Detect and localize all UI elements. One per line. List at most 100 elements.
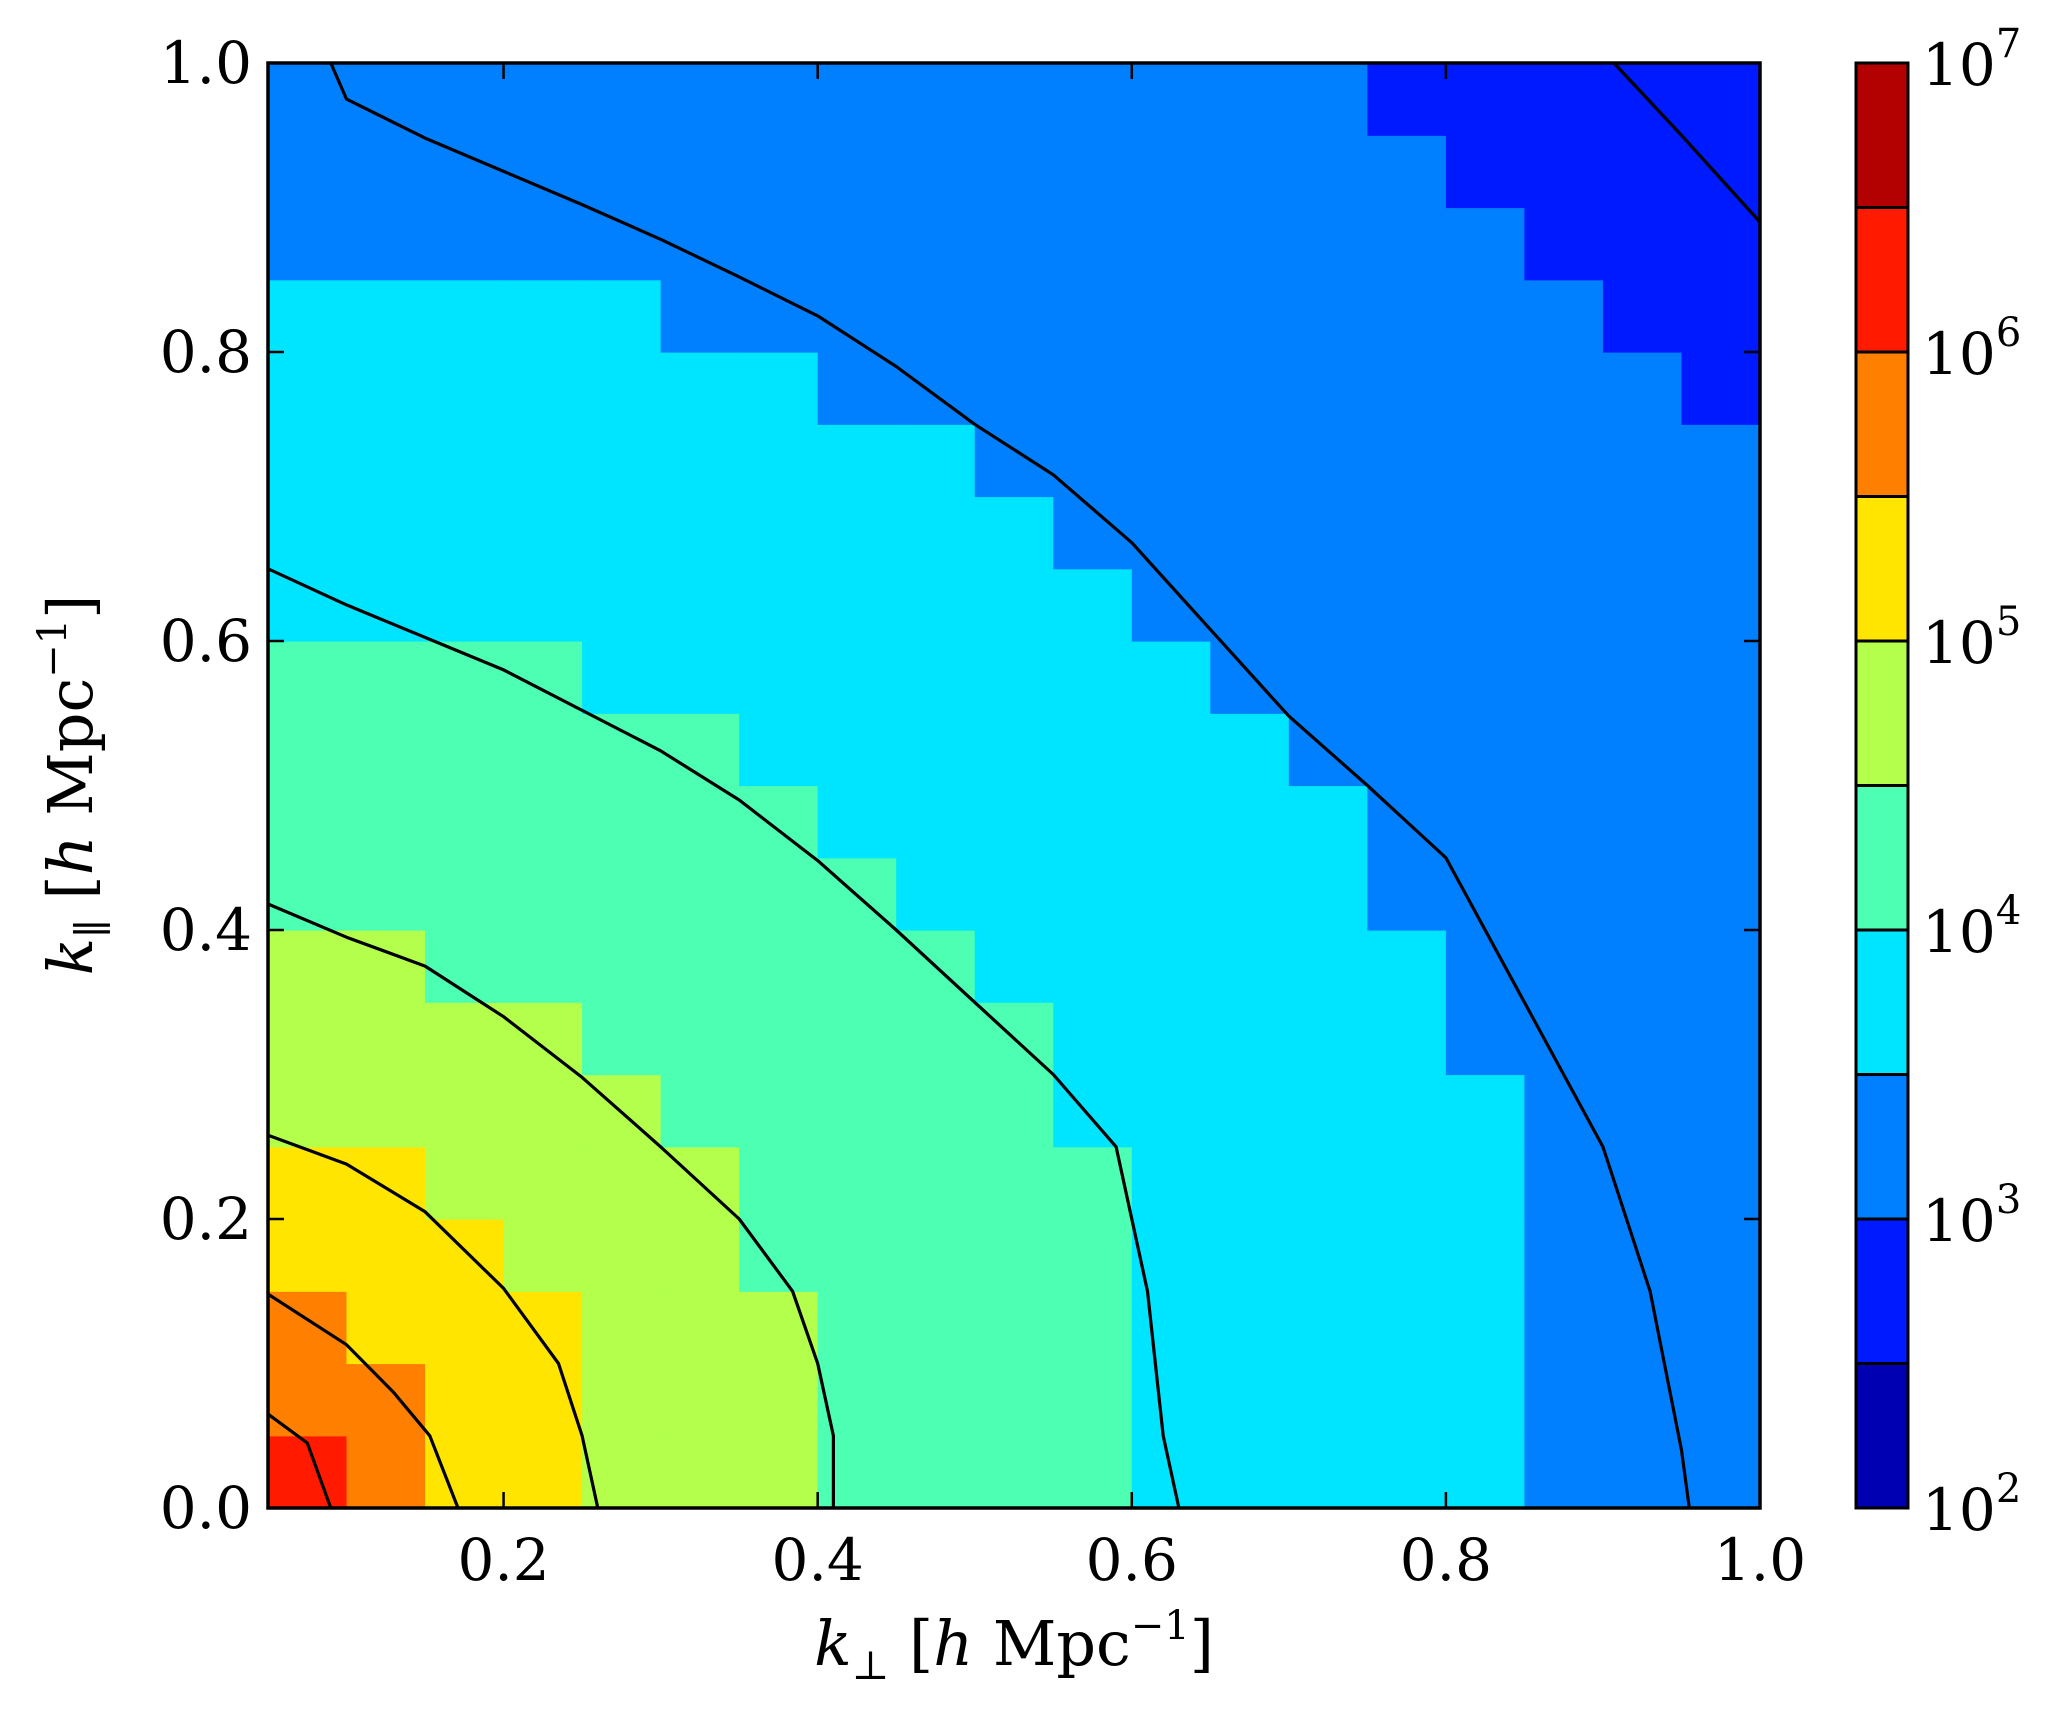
- heatmap-cell: [739, 1435, 819, 1508]
- contour-line: [268, 567, 1181, 1508]
- heatmap-cell: [503, 352, 583, 425]
- heatmap-cell: [1602, 1363, 1683, 1437]
- heatmap-cell: [1524, 1291, 1604, 1365]
- heatmap-cell: [1288, 135, 1368, 209]
- heatmap-cell: [1602, 713, 1683, 787]
- heatmap-cell: [817, 1002, 897, 1076]
- plot-frame: [266, 61, 1762, 1510]
- heatmap-cell: [1053, 785, 1133, 859]
- heatmap-cell: [660, 1074, 740, 1148]
- heatmap-cell: [1131, 568, 1211, 642]
- heatmap-cell: [817, 641, 897, 714]
- heatmap-cell: [268, 63, 348, 136]
- heatmap-cell: [1445, 1291, 1526, 1365]
- contour-line: [268, 1412, 333, 1508]
- heatmap-cell: [1445, 1363, 1526, 1437]
- heatmap-cell: [739, 424, 819, 498]
- heatmap-cell: [660, 1002, 740, 1076]
- heatmap-cell: [1524, 279, 1604, 353]
- contour-line: [268, 1292, 460, 1508]
- heatmap-cell: [1445, 713, 1526, 787]
- heatmap-cell: [1367, 568, 1447, 642]
- heatmap-cell: [1210, 1363, 1290, 1437]
- heatmap-cell: [1131, 424, 1211, 498]
- x-tick-label: 0.4: [772, 1526, 864, 1594]
- heatmap-cell: [974, 279, 1054, 353]
- heatmap-cell: [974, 207, 1054, 281]
- heatmap-cell: [503, 1002, 583, 1076]
- heatmap-cell: [1210, 1219, 1290, 1292]
- heatmap-cell: [817, 135, 897, 209]
- heatmap-cell: [1210, 785, 1290, 859]
- heatmap-cell: [503, 1435, 583, 1508]
- heatmap-cell: [896, 135, 976, 209]
- heatmap-cell: [1210, 424, 1290, 498]
- heatmap-cell: [660, 135, 740, 209]
- heatmap-cell: [1602, 135, 1683, 209]
- heatmap-cell: [896, 1435, 976, 1508]
- y-tick-label: 0.4: [160, 896, 252, 964]
- y-tick-label: 0.6: [160, 607, 252, 675]
- colorbar: 102 103 104 105 106 107: [1854, 21, 2021, 1544]
- heatmap-cell: [974, 1219, 1054, 1292]
- heatmap-cell: [1210, 1435, 1290, 1508]
- heatmap-cell: [1602, 785, 1683, 859]
- heatmap-cell: [346, 1291, 426, 1365]
- heatmap-cell: [268, 568, 348, 642]
- heatmap-cell: [1524, 1363, 1604, 1437]
- heatmap-cell: [974, 1435, 1054, 1508]
- heatmap-cell: [1445, 1146, 1526, 1220]
- heatmap-cell: [346, 135, 426, 209]
- heatmap-cell: [425, 1435, 505, 1508]
- heatmap-cell: [425, 352, 505, 425]
- heatmap-cell: [1681, 1074, 1760, 1148]
- heatmap-cell: [1445, 785, 1526, 859]
- heatmap-cell: [974, 352, 1054, 425]
- heatmap-cell: [1053, 279, 1133, 353]
- heatmap-cell: [974, 785, 1054, 859]
- heatmap-cell: [1053, 1146, 1133, 1220]
- colorbar-band: [1856, 352, 1908, 497]
- heatmap-cell: [268, 424, 348, 498]
- heatmap-cell: [582, 857, 662, 931]
- heatmap-cell: [896, 279, 976, 353]
- heatmap-cell: [1681, 279, 1760, 353]
- heatmap-cell: [1524, 496, 1604, 570]
- heatmap-cell: [503, 857, 583, 931]
- heatmap-cell: [1053, 641, 1133, 714]
- heatmap-cell: [1210, 568, 1290, 642]
- heatmap-cell: [1053, 63, 1133, 136]
- heatmap-cell: [268, 352, 348, 425]
- heatmap-cell: [1681, 785, 1760, 859]
- heatmap-cell: [1053, 1291, 1133, 1365]
- colorbar-band: [1856, 63, 1908, 208]
- heatmap-cell: [1210, 207, 1290, 281]
- heatmap-cell: [1288, 207, 1368, 281]
- heatmap-cell: [1681, 1219, 1760, 1292]
- heatmap-cell: [1445, 1219, 1526, 1292]
- heatmap-cell: [582, 930, 662, 1003]
- heatmap-cell: [1602, 424, 1683, 498]
- contour-line: [268, 1133, 600, 1508]
- heatmap-cell: [660, 496, 740, 570]
- heatmap-cell: [1681, 207, 1760, 281]
- heatmap-cell: [1210, 1146, 1290, 1220]
- heatmap-cell: [1524, 1146, 1604, 1220]
- heatmap-cell: [1053, 930, 1133, 1003]
- heatmap-cell: [1367, 1291, 1447, 1365]
- colorbar-band: [1856, 785, 1908, 931]
- heatmap-cell: [503, 424, 583, 498]
- heatmap-cell: [896, 63, 976, 136]
- heatmap-cell: [1524, 207, 1604, 281]
- heatmap-cell: [817, 424, 897, 498]
- heatmap-cell: [1288, 352, 1368, 425]
- heatmap-cell: [1131, 1291, 1211, 1365]
- heatmap-cell: [582, 207, 662, 281]
- heatmap-cell: [582, 641, 662, 714]
- colorbar-band: [1856, 1219, 1908, 1364]
- heatmap-cell: [582, 785, 662, 859]
- heatmap-cell: [739, 857, 819, 931]
- heatmap-cell: [739, 785, 819, 859]
- heatmap-cell: [660, 424, 740, 498]
- heatmap-cell: [1288, 1074, 1368, 1148]
